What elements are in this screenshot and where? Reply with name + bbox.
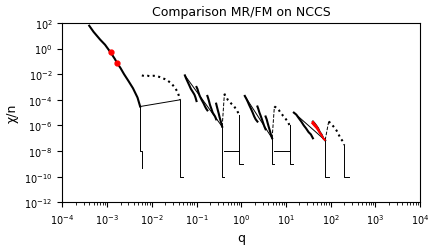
X-axis label: q: q bbox=[237, 232, 245, 244]
Y-axis label: χ/n: χ/n bbox=[6, 104, 19, 123]
Title: Comparison MR/FM on NCCS: Comparison MR/FM on NCCS bbox=[151, 6, 330, 18]
Polygon shape bbox=[311, 122, 324, 141]
